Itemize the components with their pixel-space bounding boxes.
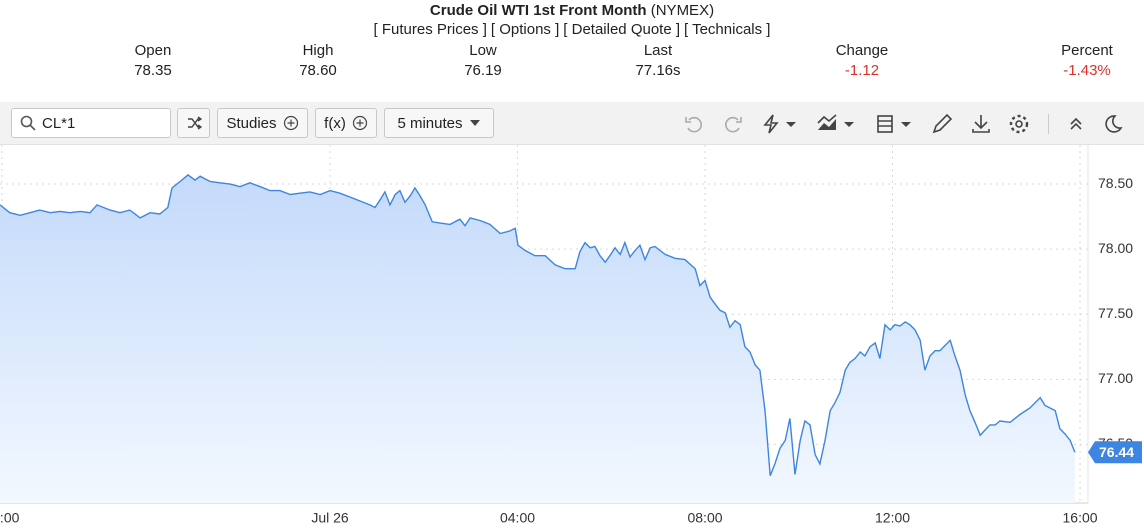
exchange: (NYMEX) (650, 2, 715, 19)
x-tick-label: 08:00 (687, 510, 722, 526)
stat-value: -1.43% (1063, 62, 1111, 79)
shuffle-icon (187, 116, 202, 130)
stat: Low 76.19 (423, 41, 543, 81)
stat-value: 77.16s (635, 62, 681, 79)
undo-icon[interactable] (682, 112, 706, 136)
stat-value: 78.60 (299, 62, 337, 79)
stat: Open 78.35 (93, 41, 213, 81)
symbol: CL*1 (42, 114, 76, 132)
button-label: f(x) (324, 114, 346, 132)
x-tick-label: 04:00 (500, 510, 535, 526)
stat-label: Low (469, 42, 497, 59)
x-tick-label: 12:00 (875, 510, 910, 526)
y-tick-label: 78.50 (1098, 175, 1133, 191)
stat-label: Percent (1061, 42, 1113, 59)
stat: Last 77.16s (598, 41, 718, 81)
stat-label: High (302, 42, 334, 59)
link[interactable]: [ Detailed Quote ] (563, 21, 681, 38)
studies-button[interactable]: Studies (217, 108, 308, 138)
button-label: 5 minutes (397, 114, 463, 132)
x-tick-label: 16:00 (1063, 510, 1098, 526)
search-icon (20, 115, 36, 131)
theme-icon[interactable] (1101, 112, 1125, 136)
last-price-badge (1088, 441, 1142, 464)
quote-title: Crude Oil WTI 1st Front Month (NYMEX) (0, 2, 1144, 19)
y-tick-label: 77.50 (1098, 305, 1133, 321)
stat-label: Open (134, 42, 172, 59)
x-tick-label: Jul 26 (311, 510, 349, 526)
link[interactable]: [ Technicals ] (684, 21, 771, 38)
instrument-name: Crude Oil WTI 1st Front Month (429, 2, 647, 19)
layout-icon[interactable] (875, 112, 915, 136)
stat-value: 76.19 (464, 62, 502, 79)
toolbar: CL*1 Studies f(x) 5 minutes (0, 102, 1144, 145)
plus-icon (283, 115, 298, 131)
area-fill (0, 174, 1075, 503)
download-icon[interactable] (969, 112, 993, 136)
link[interactable]: [ Options ] (490, 21, 560, 38)
redo-icon[interactable] (721, 112, 745, 136)
separator (1048, 114, 1049, 134)
stat-label: Change (835, 42, 889, 59)
y-tick-label: 77.00 (1098, 370, 1133, 386)
stat: High 78.60 (258, 41, 378, 81)
chart-type-icon[interactable] (816, 112, 858, 136)
last-price-label: 76.44 (1099, 444, 1134, 460)
functions-button[interactable]: f(x) (315, 108, 377, 138)
stat-value: 78.35 (134, 62, 172, 79)
stat: Percent -1.43% (1027, 41, 1144, 81)
settings-icon[interactable] (1007, 112, 1031, 136)
interval-select[interactable]: 5 minutes (384, 108, 494, 138)
stat-value: -1.12 (844, 62, 880, 79)
plus-icon (352, 115, 367, 131)
caret (469, 120, 480, 126)
collapse-icon[interactable] (1064, 112, 1088, 136)
price-line (0, 174, 1076, 476)
compare-button[interactable] (177, 108, 210, 138)
stat: Change -1.12 (802, 41, 922, 81)
pencil-icon[interactable] (930, 112, 954, 136)
button-label: Studies (226, 114, 277, 132)
x-tick-label: 17:00 (0, 510, 20, 526)
stat-label: Last (643, 42, 673, 59)
symbol-search[interactable]: CL*1 (11, 108, 171, 138)
draw-tools-icon[interactable] (760, 112, 800, 136)
y-tick-label: 78.00 (1098, 240, 1133, 256)
quote-links: [ Futures Prices ][ Options ][ Detailed … (0, 21, 1144, 38)
link[interactable]: [ Futures Prices ] (373, 21, 487, 38)
